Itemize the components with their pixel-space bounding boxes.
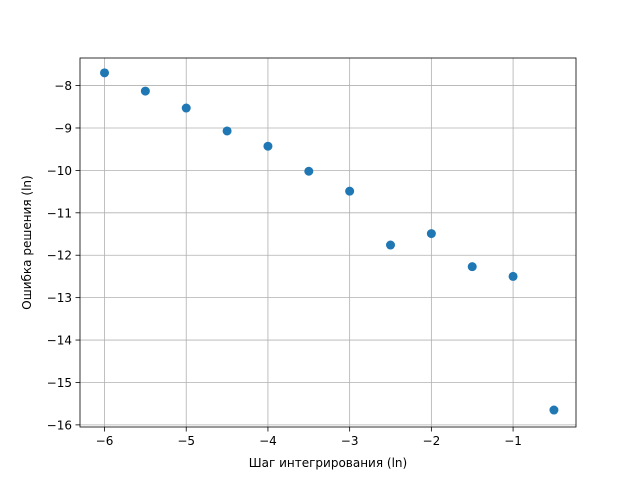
data-point bbox=[467, 262, 477, 272]
y-tick-label: −8 bbox=[54, 79, 72, 93]
x-tick-label: −3 bbox=[341, 434, 359, 448]
x-axis-title: Шаг интегрирования (ln) bbox=[249, 456, 407, 470]
data-point bbox=[549, 405, 559, 415]
axis-ticks: −6 −5 −4 −3 −2 −1 −16 −15 −14 −13 −12 −11 −10 −9 −8 bbox=[47, 79, 522, 448]
plot-area-frame bbox=[79, 57, 577, 428]
data-point bbox=[222, 126, 232, 136]
data-point bbox=[386, 240, 396, 250]
y-axis-title: Ошибка решения (ln) bbox=[20, 175, 34, 309]
data-point bbox=[508, 271, 518, 281]
data-point bbox=[263, 141, 273, 151]
data-point bbox=[140, 86, 150, 96]
y-tick-label: −15 bbox=[47, 376, 72, 390]
x-tick-label: −1 bbox=[504, 434, 522, 448]
y-tick-label: −13 bbox=[47, 291, 72, 305]
x-tick-label: −4 bbox=[259, 434, 277, 448]
data-point bbox=[426, 229, 436, 239]
y-tick-label: −9 bbox=[54, 121, 72, 135]
y-tick-label: −14 bbox=[47, 334, 72, 348]
data-point bbox=[100, 68, 110, 78]
x-tick-label: −5 bbox=[177, 434, 195, 448]
y-tick-label: −16 bbox=[47, 418, 72, 432]
y-tick-label: −10 bbox=[47, 164, 72, 178]
x-tick-label: −6 bbox=[96, 434, 114, 448]
grid bbox=[80, 58, 576, 427]
data-point bbox=[345, 186, 355, 196]
y-tick-label: −12 bbox=[47, 249, 72, 263]
data-point bbox=[304, 166, 314, 176]
x-tick-label: −2 bbox=[423, 434, 441, 448]
y-tick-label: −11 bbox=[47, 206, 72, 220]
data-point bbox=[181, 103, 191, 113]
data-points bbox=[100, 68, 559, 415]
